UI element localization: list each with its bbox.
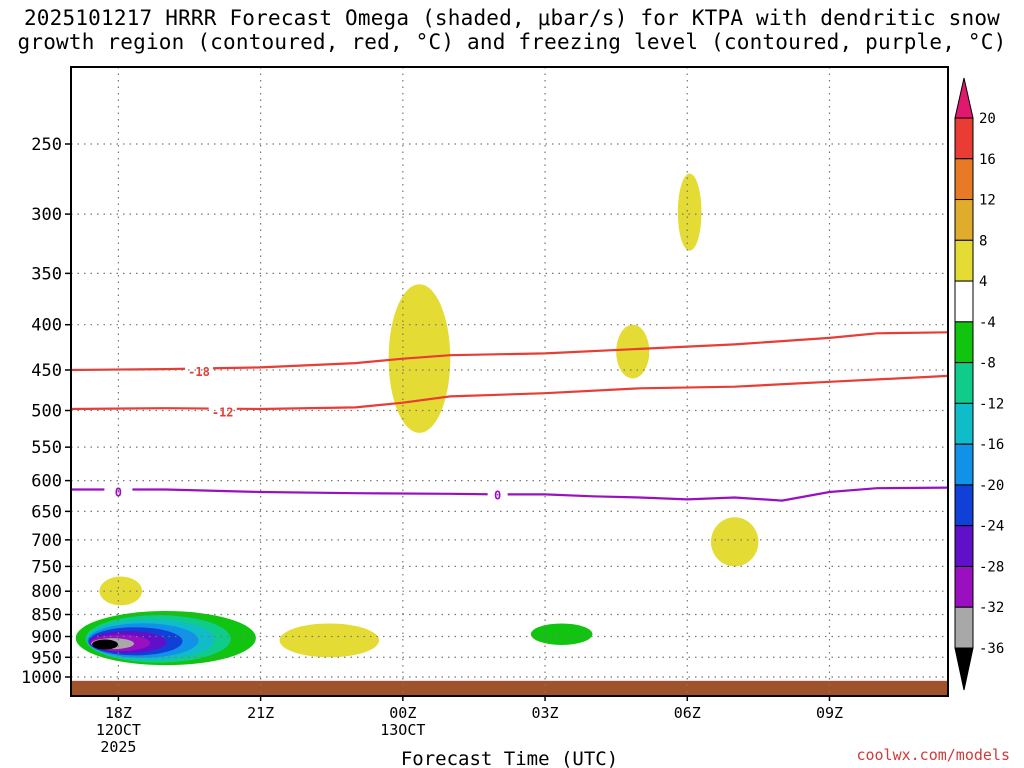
x-tick-label-27-0: 03Z [532,704,559,722]
colorbar-segment-11 [954,565,974,608]
contour-label-bg--12 [208,404,237,419]
y-tick-label-800: 800 [31,582,62,602]
contour-line--18 [70,331,949,372]
x-tick-label-18-1: 12OCT [96,721,141,739]
chart-title: 2025101217 HRRR Forecast Omega (shaded, … [0,6,1024,54]
y-tick-label-550: 550 [31,438,62,458]
y-tick-label-600: 600 [31,472,62,492]
contour-label--18: -18 [188,365,210,379]
chart-title-line2: growth region (contoured, red, °C) and f… [17,30,1007,54]
contour-label--12: -12 [212,405,234,419]
colorbar-label-1: 16 [979,152,996,168]
colorbar-label-7: -12 [979,396,1004,412]
plot-frame [70,66,949,697]
colorbar-segment-12 [954,606,974,649]
axes: 2503003504004505005506006507007508008509… [21,66,949,768]
contour-line-0 [71,486,949,502]
chart-title-line1: 2025101217 HRRR Forecast Omega (shaded, … [23,6,1001,30]
y-tick-label-450: 450 [31,361,62,381]
y-tick-label-1000: 1000 [21,668,62,688]
contour-label-bg--18 [184,363,213,378]
colorbar-segment-10 [954,525,974,567]
x-tick-label-24-1: 13OCT [380,721,425,739]
terrain-strip [71,680,948,696]
x-tick-label-18-2: 2025 [100,738,136,756]
contour-label-bg-0b [487,487,508,502]
y-tick-label-900: 900 [31,627,62,647]
colorbar-segment-0 [954,117,974,160]
y-tick-label-700: 700 [31,531,62,551]
x-tick-label-30-0: 06Z [674,704,701,722]
omega-shading-region-1 [677,173,702,251]
colorbar-segment-7 [954,402,974,445]
colorbar-label-10: -24 [979,519,1004,535]
y-tick-label-350: 350 [31,264,62,284]
colorbar-segment-3 [954,239,974,282]
contour-layer: -18 -12 0 0 [70,331,949,502]
colorbar-label-13: -36 [979,641,1004,657]
plot-background [71,67,948,696]
contour-label-bg-0 [104,484,133,499]
x-tick-label-24-0: 00Z [389,704,416,722]
x-tick-label-21-0: 21Z [247,704,274,722]
y-tick-label-650: 650 [31,502,62,522]
omega-shading-region-6 [530,623,593,645]
colorbar-segment-5 [954,321,974,364]
colorbar-label-0: 20 [979,111,996,127]
colorbar-label-5: -4 [979,315,996,331]
colorbar-label-9: -20 [979,478,1004,494]
x-tick-label-18-0: 18Z [105,704,132,722]
omega-shading-region-5 [279,623,380,658]
y-tick-label-750: 750 [31,557,62,577]
colorbar-label-6: -8 [979,356,996,372]
omega-shading-region-4 [99,576,143,606]
y-tick-label-300: 300 [31,205,62,225]
x-axis-title: Forecast Time (UTC) [401,748,618,768]
credit-text: coolwx.com/models [856,746,1010,764]
colorbar: 20 16 12 8 4 -4 -8 -12 -16 -20 -24 -28 -32 -36 [954,77,1004,691]
colorbar-label-12: -32 [979,600,1004,616]
colorbar-label-4: 4 [979,274,987,290]
colorbar-label-2: 12 [979,193,996,209]
plot-area [71,67,948,696]
colorbar-segment-6 [954,362,974,404]
y-tick-label-400: 400 [31,316,62,336]
contour-label-0-second: 0 [494,488,501,502]
colorbar-segment-4 [954,280,974,323]
colorbar-label-11: -28 [979,559,1004,575]
colorbar-segment-2 [954,199,974,241]
colorbar-segment-1 [954,158,974,201]
x-tick-label-33-0: 09Z [816,704,843,722]
omega-shading-region-3 [710,517,759,567]
colorbar-segment-8 [954,443,974,486]
omega-shading-region-2 [616,324,650,379]
colorbar-segment-9 [954,484,974,527]
colorbar-bottom-arrow [954,647,974,691]
y-tick-label-850: 850 [31,606,62,626]
y-tick-label-250: 250 [31,135,62,155]
terrain-fill [71,680,948,696]
contour-label-0: 0 [115,485,122,499]
y-tick-label-950: 950 [31,648,62,668]
y-tick-label-500: 500 [31,402,62,422]
colorbar-label-8: -16 [979,437,1004,453]
omega-shading-core-ring-8 [92,639,119,650]
colorbar-top-arrow [954,77,974,119]
colorbar-label-3: 8 [979,233,987,249]
